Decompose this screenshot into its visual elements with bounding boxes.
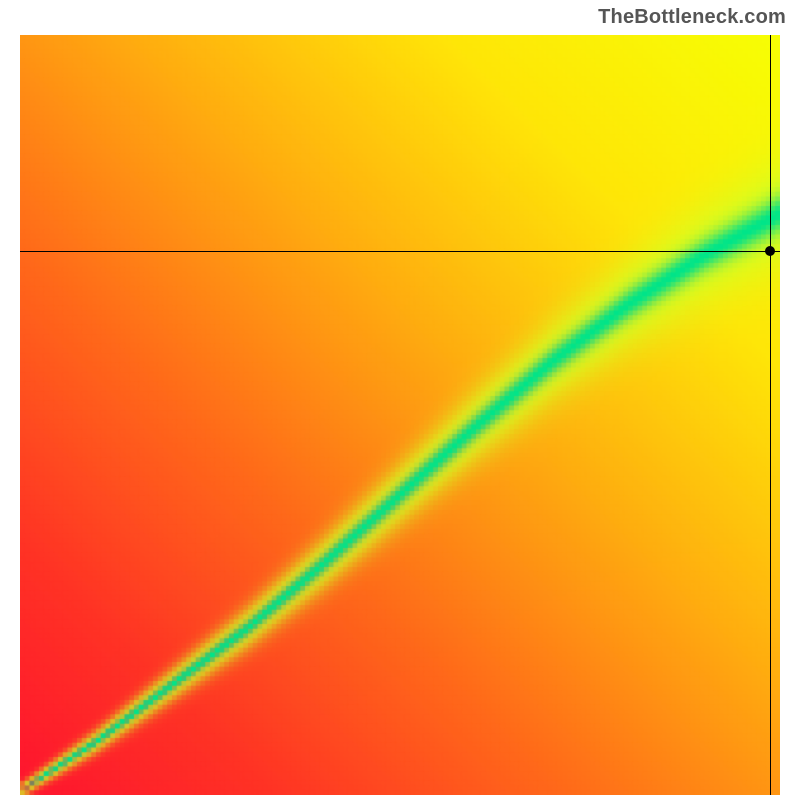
plot-area <box>20 35 780 795</box>
heatmap-canvas <box>20 35 780 795</box>
chart-container: TheBottleneck.com <box>0 0 800 800</box>
source-watermark: TheBottleneck.com <box>598 6 786 29</box>
